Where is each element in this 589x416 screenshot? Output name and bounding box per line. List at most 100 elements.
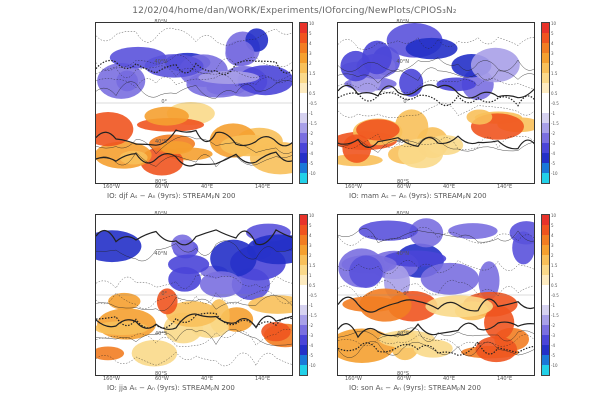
colorbar-tick-label: -1 — [551, 303, 555, 308]
streamfunction-contour — [96, 151, 292, 167]
longitude-label: 40°E — [443, 184, 456, 190]
negative-anomaly-blob — [399, 68, 424, 97]
map-panel-djf: 80°N 40°N 0° 40°S 80°S 160°W 60°W 40°E 140°E 10 5 4… — [95, 19, 367, 200]
colorbar-tick-label: 0.5 — [309, 283, 316, 288]
negative-anomaly-blob — [225, 40, 255, 67]
streamfunction-contour — [96, 312, 292, 329]
colorbar-tick-label: -5 — [551, 353, 555, 358]
positive-anomaly-blob — [96, 111, 134, 147]
colorbar-tick-label: -1 — [551, 111, 555, 116]
colorbar-swatch — [300, 215, 307, 225]
longitude-label: 40°E — [201, 376, 214, 382]
colorbar-swatch — [300, 285, 307, 295]
colorbar-swatch — [542, 235, 549, 245]
streamfunction-contour — [338, 340, 534, 356]
colorbar-swatch — [300, 133, 307, 143]
longitude-label: 140°E — [255, 376, 271, 382]
colorbar-tick-label: 1.5 — [551, 263, 558, 268]
map-plot — [95, 214, 293, 376]
longitude-label: 40°E — [443, 376, 456, 382]
negative-anomaly-blob — [383, 250, 447, 267]
colorbar-swatch — [542, 315, 549, 325]
colorbar-tick-label: -1.5 — [551, 121, 559, 126]
streamfunction-contour — [338, 37, 534, 50]
streamfunction-contour — [96, 313, 292, 331]
colorbar-tick-label: 10 — [309, 21, 315, 26]
colorbar-tick-label: 0.5 — [551, 283, 558, 288]
field-shading — [338, 218, 534, 363]
streamfunction-contour — [96, 151, 292, 168]
colorbar-swatch — [542, 265, 549, 275]
colorbar-swatch — [300, 103, 307, 113]
longitude-label: 160°W — [345, 184, 362, 190]
page-title: 12/02/04/home/dan/WORK/Experiments/IOfor… — [132, 6, 457, 16]
colorbar-swatch — [542, 113, 549, 123]
map-plot — [337, 214, 535, 376]
colorbar-swatch — [300, 345, 307, 355]
latitude-label: 40°N — [154, 59, 167, 65]
streamfunction-contour — [338, 84, 534, 99]
colorbar-tick-label: 3 — [309, 243, 312, 248]
streamfunction-contour — [96, 351, 292, 367]
colorbar-swatch — [542, 33, 549, 43]
negative-anomaly-blob — [210, 239, 257, 278]
colorbar-tick-label: 4 — [309, 41, 312, 46]
colorbar-swatch — [542, 245, 549, 255]
latitude-label: 80°N — [396, 211, 409, 217]
colorbar-tick-label: 2 — [551, 253, 554, 258]
colorbar-swatch — [300, 245, 307, 255]
colorbar — [299, 214, 308, 376]
latitude-label: 40°S — [396, 331, 409, 337]
latitude-label: 80°N — [154, 19, 167, 25]
colorbar-tick-label: 5 — [551, 223, 554, 228]
longitude-label: 160°W — [345, 376, 362, 382]
positive-anomaly-blob — [144, 106, 189, 126]
negative-anomaly-blob — [237, 65, 292, 96]
colorbar-tick-label: 10 — [551, 213, 557, 218]
streamfunction-contour — [96, 274, 292, 289]
colorbar-swatch — [300, 325, 307, 335]
colorbar-tick-label: -10 — [551, 171, 558, 176]
colorbar-swatch — [542, 355, 549, 365]
colorbar-swatch — [300, 305, 307, 315]
colorbar-tick-label: -1.5 — [309, 121, 317, 126]
streamfunction-contour — [96, 295, 292, 312]
colorbar-tick-label: -1 — [309, 303, 313, 308]
longitude-label: 60°W — [155, 184, 169, 190]
colorbar-swatch — [542, 23, 549, 33]
longitude-label: 60°W — [155, 376, 169, 382]
colorbar-tick-label: -1 — [309, 111, 313, 116]
streamfunction-contour — [338, 78, 534, 93]
colorbar-tick-label: -0.5 — [309, 293, 317, 298]
colorbar-tick-label: -5 — [551, 161, 555, 166]
negative-anomaly-blob — [168, 254, 210, 275]
map-panel-jja: 80°N 40°N 0° 40°S 80°S 160°W 60°W 40°E 140°E 10 5 4… — [95, 211, 367, 392]
colorbar-swatch — [542, 325, 549, 335]
colorbar-tick-label: 3 — [309, 51, 312, 56]
latitude-label: 80°S — [396, 371, 409, 377]
colorbar-tick-label: 4 — [551, 233, 554, 238]
colorbar-swatch — [542, 73, 549, 83]
colorbar-swatch — [542, 93, 549, 103]
longitude-label: 160°W — [103, 184, 120, 190]
colorbar-swatch — [542, 365, 549, 375]
panel-caption: IO: son Aₛ − Aₙ (9yrs): STREAMₚN 200 — [349, 384, 481, 392]
negative-anomaly-blob — [436, 77, 477, 92]
colorbar-swatch — [300, 83, 307, 93]
colorbar-tick-label: -2 — [309, 323, 313, 328]
latitude-label: 40°S — [154, 331, 167, 337]
longitude-label: 140°E — [497, 376, 513, 382]
colorbar-swatch — [300, 315, 307, 325]
colorbar-swatch — [542, 295, 549, 305]
panel-caption: IO: djf Aₛ − Aₙ (9yrs): STREAMₚN 200 — [107, 192, 236, 200]
colorbar-swatch — [300, 93, 307, 103]
colorbar-tick-label: -4 — [309, 343, 313, 348]
colorbar-tick-label: 1 — [309, 81, 312, 86]
negative-anomaly-blob — [358, 220, 418, 241]
streamfunction-contour — [96, 240, 292, 262]
negative-anomaly-blob — [420, 262, 479, 295]
negative-anomaly-blob — [362, 40, 392, 75]
colorbar-swatch — [300, 33, 307, 43]
colorbar-tick-label: -4 — [551, 151, 555, 156]
colorbar-tick-label: 10 — [309, 213, 315, 218]
